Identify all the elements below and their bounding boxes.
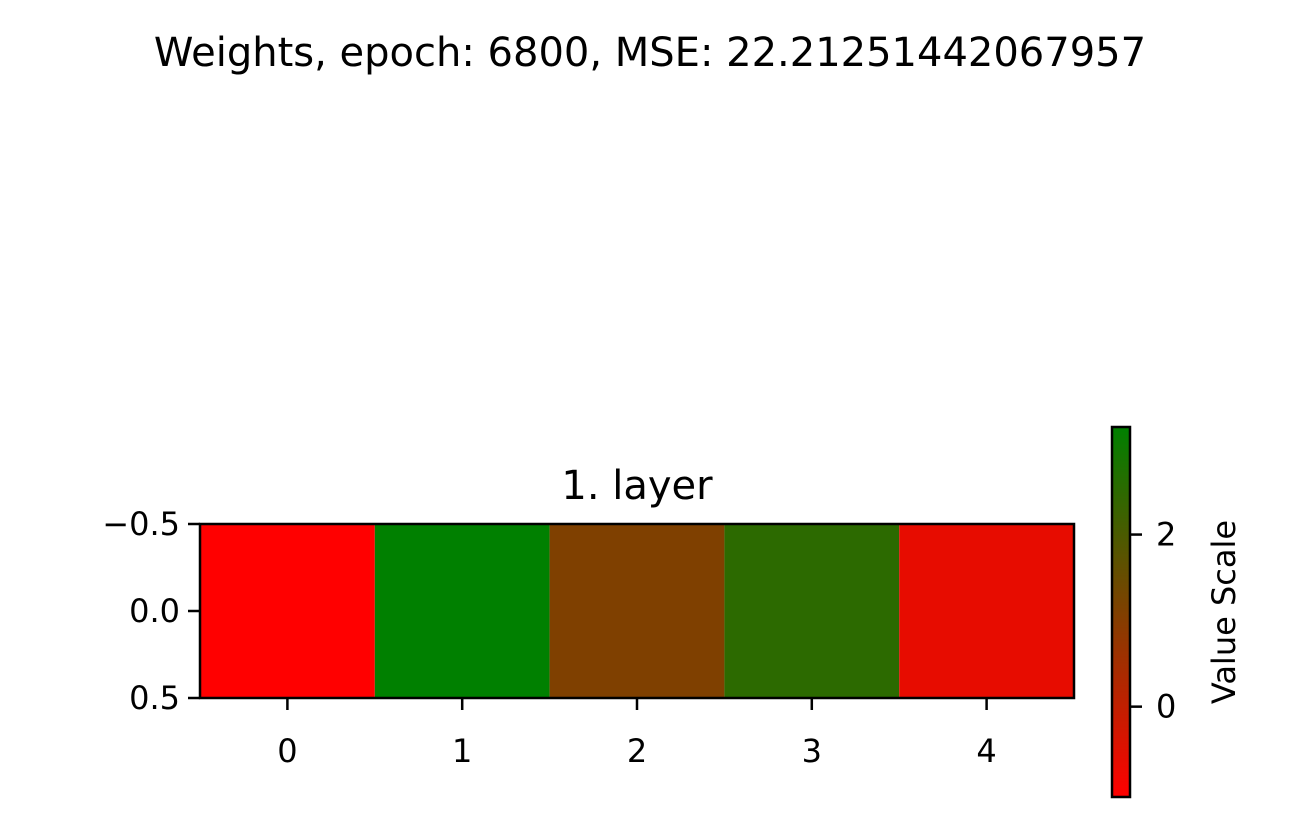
heatmap-axes: 1. layer 0 1 2 3 4 −0.5 0.0 0.5 — [102, 463, 1076, 770]
colorbar-tick-label: 2 — [1156, 516, 1176, 554]
colorbar-tick-label: 0 — [1156, 688, 1176, 726]
figure-suptitle: Weights, epoch: 6800, MSE: 22.2125144206… — [154, 30, 1146, 76]
y-tick-label: 0.0 — [129, 592, 180, 630]
colorbar-label: Value Scale — [1205, 520, 1243, 704]
x-tick-label: 0 — [277, 732, 297, 770]
colorbar-gradient — [1110, 425, 1132, 799]
x-tick-label: 1 — [452, 732, 472, 770]
heatmap-cell — [374, 524, 550, 698]
axes-title: 1. layer — [561, 463, 713, 509]
heatmap-cell — [724, 524, 900, 698]
y-tick-label: 0.5 — [129, 679, 180, 717]
x-tick-label: 3 — [802, 732, 822, 770]
x-tick-label: 2 — [627, 732, 647, 770]
colorbar: 02 Value Scale — [1110, 425, 1243, 799]
y-tick-label: −0.5 — [102, 505, 180, 543]
heatmap-cell — [899, 524, 1074, 698]
heatmap-cell — [200, 524, 375, 698]
heatmap-cells — [200, 524, 1074, 698]
y-axis-ticks: −0.5 0.0 0.5 — [102, 505, 200, 717]
x-axis-ticks: 0 1 2 3 4 — [277, 698, 997, 770]
heatmap-cell — [549, 524, 725, 698]
x-tick-label: 4 — [976, 732, 996, 770]
colorbar-ticks: 02 — [1130, 516, 1176, 726]
